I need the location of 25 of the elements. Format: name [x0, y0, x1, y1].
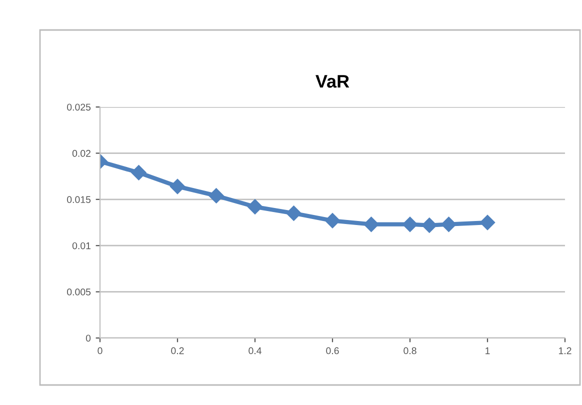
- point: [402, 216, 418, 232]
- x-tick-label: 0.6: [326, 347, 339, 354]
- point: [208, 188, 224, 204]
- point: [286, 206, 302, 221]
- x-tick-label: 0.4: [248, 347, 262, 354]
- point: [324, 213, 340, 228]
- y-tick-label: 0.005: [67, 288, 91, 296]
- chart-title: VaR: [316, 75, 350, 88]
- x-tick-label: 0: [98, 347, 102, 354]
- y-tick-label: 0.025: [67, 104, 91, 111]
- y-tick-label: 0.015: [67, 196, 91, 204]
- x-tick-label: 1.2: [558, 347, 572, 354]
- x-tick-label: 0.8: [404, 347, 416, 354]
- point: [441, 216, 456, 232]
- y-tick-label: 0.01: [72, 242, 90, 250]
- point: [480, 214, 496, 230]
- x-tick-label: 0.2: [171, 347, 184, 354]
- y-tick-label: 0: [86, 334, 91, 342]
- point: [170, 178, 186, 194]
- point: [422, 218, 437, 233]
- point: [247, 199, 263, 214]
- x-tick-label: 1: [486, 347, 490, 354]
- y-tick-label: 0.02: [72, 150, 90, 157]
- point: [364, 216, 379, 232]
- point: [131, 165, 146, 180]
